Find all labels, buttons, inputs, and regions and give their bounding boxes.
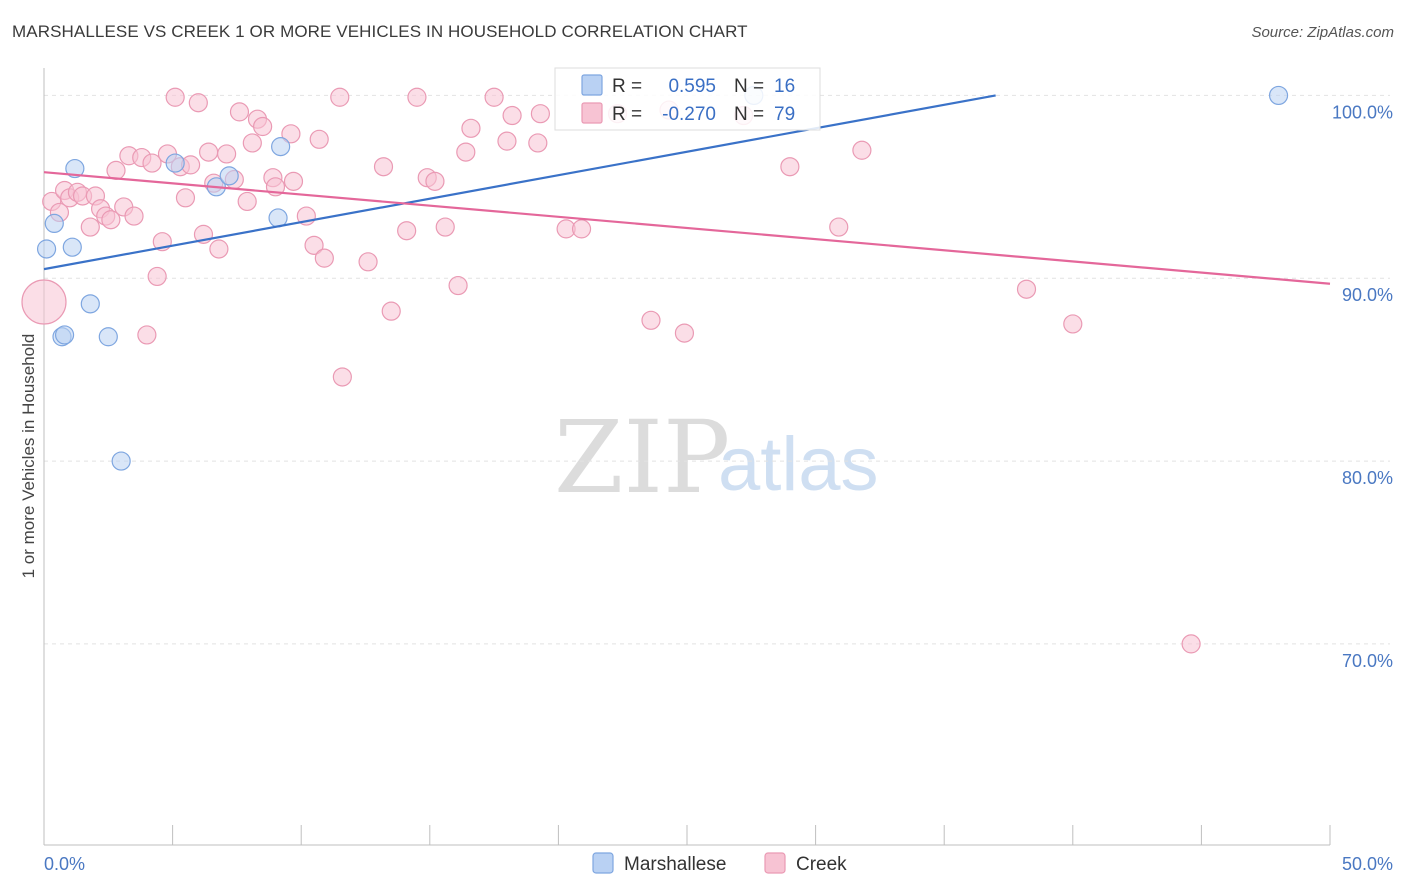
- marshallese-point: [219, 166, 239, 186]
- gridlines: [44, 94, 1390, 645]
- legend-n-value-creek: 79: [774, 104, 795, 125]
- legend-swatch-marshallese: [581, 74, 603, 96]
- creek-point: [484, 87, 504, 107]
- creek-point: [641, 310, 661, 330]
- y-tick-label: 70.0%: [1342, 651, 1393, 671]
- legend-n-label-marshallese: N =: [734, 76, 764, 97]
- creek-point: [332, 367, 352, 387]
- series-legend-label-marshallese: Marshallese: [624, 854, 726, 875]
- creek-point: [497, 131, 517, 151]
- marshallese-point: [1268, 85, 1289, 106]
- creek-point: [137, 325, 157, 345]
- creek-trend-line: [43, 171, 1331, 285]
- creek-point: [852, 140, 872, 160]
- creek-point: [425, 171, 445, 191]
- creek-point: [188, 93, 208, 113]
- creek-point: [1063, 314, 1083, 334]
- marshallese-point: [98, 327, 118, 347]
- legend-n-value-marshallese: 16: [774, 76, 795, 97]
- legend-r-value-marshallese: 0.595: [668, 76, 716, 97]
- creek-points: [21, 87, 1201, 654]
- x-tick-label-max: 50.0%: [1342, 854, 1393, 874]
- series-legend-swatch-creek: [764, 852, 786, 874]
- y-tick-label: 80.0%: [1342, 468, 1393, 488]
- creek-point: [448, 275, 468, 296]
- creek-point: [674, 323, 695, 343]
- chart-title: MARSHALLESE VS CREEK 1 OR MORE VEHICLES …: [12, 22, 748, 41]
- marshallese-point: [36, 239, 57, 259]
- creek-point: [209, 239, 229, 259]
- y-tick-label: 100.0%: [1332, 102, 1393, 122]
- creek-point: [314, 248, 334, 268]
- y-tick-labels: 100.0% 90.0% 80.0% 70.0%: [1332, 102, 1393, 670]
- creek-point: [281, 124, 301, 144]
- creek-point: [106, 160, 126, 180]
- creek-point: [780, 157, 800, 177]
- creek-point: [461, 118, 481, 138]
- creek-point: [124, 206, 144, 226]
- creek-point: [253, 116, 273, 137]
- creek-point: [217, 144, 237, 164]
- creek-point: [199, 142, 219, 162]
- series-legend: Marshallese Creek: [592, 852, 847, 875]
- y-tick-label: 90.0%: [1342, 285, 1393, 305]
- creek-point: [237, 191, 257, 212]
- creek-point: [1181, 634, 1201, 654]
- creek-point: [358, 252, 378, 272]
- x-tick-label-min: 0.0%: [44, 854, 85, 874]
- creek-point: [175, 188, 196, 208]
- marshallese-point: [65, 158, 85, 179]
- watermark-zip: ZIP: [554, 399, 730, 516]
- watermark-atlas: atlas: [718, 422, 879, 507]
- creek-point: [829, 217, 849, 237]
- x-ticks: [43, 825, 1331, 845]
- chart-source: Source: ZipAtlas.com: [1251, 24, 1394, 41]
- marshallese-trend-line: [43, 94, 996, 271]
- marshallese-point: [54, 325, 75, 345]
- creek-point: [21, 279, 67, 325]
- marshallese-point: [271, 137, 291, 157]
- creek-point: [407, 87, 427, 107]
- creek-point: [330, 87, 350, 107]
- legend-r-label-marshallese: R =: [612, 76, 642, 97]
- creek-point: [242, 133, 262, 153]
- creek-point: [142, 153, 162, 173]
- creek-point: [101, 210, 121, 230]
- series-legend-label-creek: Creek: [796, 854, 847, 875]
- creek-point: [147, 266, 167, 287]
- creek-point: [309, 129, 329, 149]
- marshallese-point: [44, 213, 64, 233]
- marshallese-point: [62, 237, 82, 257]
- creek-point: [435, 217, 455, 237]
- creek-point: [373, 157, 394, 177]
- creek-point: [229, 102, 250, 122]
- creek-point: [80, 217, 100, 237]
- marshallese-point: [165, 153, 185, 173]
- creek-point: [1016, 279, 1037, 299]
- legend-n-label-creek: N =: [734, 104, 764, 125]
- creek-point: [502, 105, 522, 126]
- legend-r-value-creek: -0.270: [662, 104, 716, 125]
- creek-point: [528, 133, 548, 153]
- creek-point: [530, 104, 550, 124]
- creek-point: [571, 219, 592, 239]
- series-legend-swatch-marshallese: [592, 852, 614, 874]
- creek-point: [397, 221, 417, 241]
- creek-point: [283, 171, 304, 191]
- creek-point: [456, 142, 476, 162]
- creek-point: [165, 87, 185, 107]
- creek-point: [304, 235, 324, 255]
- legend-swatch-creek: [581, 102, 603, 124]
- y-axis-label: 1 or more Vehicles in Household: [19, 334, 38, 579]
- trend-lines: [43, 94, 1331, 285]
- creek-point: [381, 301, 401, 321]
- marshallese-point: [80, 294, 100, 314]
- correlation-legend: R = 0.595 N = 16 R = -0.270 N = 79: [554, 67, 821, 131]
- marshallese-point: [111, 451, 131, 471]
- legend-r-label-creek: R =: [612, 104, 642, 125]
